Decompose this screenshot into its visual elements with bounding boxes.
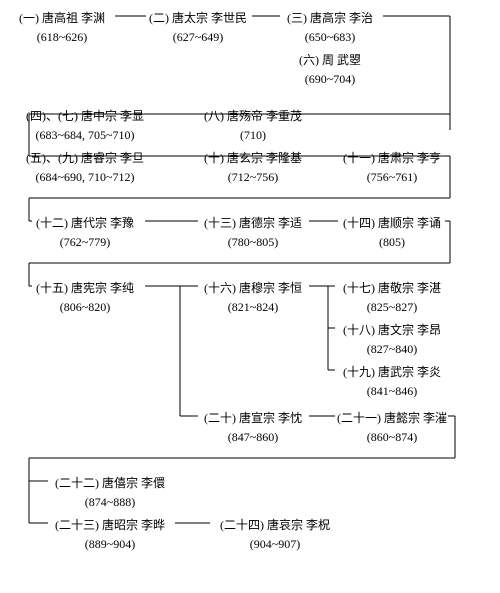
node-n12: (十二) 唐代宗 李豫 (762~779) (36, 215, 134, 251)
node-years: (847~860) (204, 429, 302, 446)
node-label: (二十四) 唐哀宗 李柷 (220, 517, 330, 534)
node-label: (十) 唐玄宗 李隆基 (204, 150, 302, 167)
node-years: (889~904) (55, 536, 165, 553)
node-n19: (十九) 唐武宗 李炎 (841~846) (343, 364, 441, 400)
node-n1: (一) 唐高祖 李渊 (618~626) (19, 10, 105, 46)
node-years: (806~820) (36, 299, 134, 316)
node-years: (618~626) (19, 29, 105, 46)
node-n14: (十四) 唐顺宗 李诵 (805) (343, 215, 441, 251)
node-years: (805) (343, 234, 441, 251)
node-years: (690~704) (299, 71, 361, 88)
node-label: (四)、(七) 唐中宗 李显 (26, 108, 144, 125)
node-n13: (十三) 唐德宗 李适 (780~805) (204, 215, 302, 251)
node-n23: (二十三) 唐昭宗 李晔 (889~904) (55, 517, 165, 553)
node-n24: (二十四) 唐哀宗 李柷 (904~907) (220, 517, 330, 553)
node-n47: (四)、(七) 唐中宗 李显 (683~684, 705~710) (26, 108, 144, 144)
node-years: (756~761) (343, 169, 441, 186)
node-years: (712~756) (204, 169, 302, 186)
node-years: (683~684, 705~710) (26, 127, 144, 144)
node-n6: (六) 周 武曌 (690~704) (299, 52, 361, 88)
node-years: (827~840) (343, 341, 441, 358)
node-n16: (十六) 唐穆宗 李恒 (821~824) (204, 280, 302, 316)
node-label: (十九) 唐武宗 李炎 (343, 364, 441, 381)
node-n17: (十七) 唐敬宗 李湛 (825~827) (343, 280, 441, 316)
node-years: (841~846) (343, 383, 441, 400)
node-label: (十六) 唐穆宗 李恒 (204, 280, 302, 297)
node-n2: (二) 唐太宗 李世民 (627~649) (149, 10, 247, 46)
node-n10: (十) 唐玄宗 李隆基 (712~756) (204, 150, 302, 186)
node-years: (825~827) (343, 299, 441, 316)
node-n21: (二十一) 唐懿宗 李漼 (860~874) (337, 410, 447, 446)
node-label: (二十三) 唐昭宗 李晔 (55, 517, 165, 534)
node-label: (三) 唐高宗 李治 (287, 10, 373, 27)
node-label: (二十一) 唐懿宗 李漼 (337, 410, 447, 427)
node-years: (762~779) (36, 234, 134, 251)
node-label: (五)、(九) 唐睿宗 李旦 (26, 150, 144, 167)
node-label: (六) 周 武曌 (299, 52, 361, 69)
node-label: (十二) 唐代宗 李豫 (36, 215, 134, 232)
node-years: (710) (204, 127, 302, 144)
node-label: (二十二) 唐僖宗 李儇 (55, 475, 165, 492)
node-n8: (八) 唐殇帝 李重茂 (710) (204, 108, 302, 144)
node-label: (十五) 唐宪宗 李纯 (36, 280, 134, 297)
node-years: (874~888) (55, 494, 165, 511)
node-years: (904~907) (220, 536, 330, 553)
node-n59: (五)、(九) 唐睿宗 李旦 (684~690, 710~712) (26, 150, 144, 186)
node-label: (八) 唐殇帝 李重茂 (204, 108, 302, 125)
node-label: (二) 唐太宗 李世民 (149, 10, 247, 27)
node-n18: (十八) 唐文宗 李昂 (827~840) (343, 322, 441, 358)
node-years: (860~874) (337, 429, 447, 446)
node-years: (650~683) (287, 29, 373, 46)
lineage-diagram: (一) 唐高祖 李渊(618~626)(二) 唐太宗 李世民(627~649)(… (0, 0, 500, 593)
node-label: (一) 唐高祖 李渊 (19, 10, 105, 27)
node-label: (二十) 唐宣宗 李忱 (204, 410, 302, 427)
node-years: (684~690, 710~712) (26, 169, 144, 186)
node-label: (十四) 唐顺宗 李诵 (343, 215, 441, 232)
node-label: (十一) 唐肃宗 李亨 (343, 150, 441, 167)
node-n22: (二十二) 唐僖宗 李儇 (874~888) (55, 475, 165, 511)
node-years: (627~649) (149, 29, 247, 46)
node-label: (十七) 唐敬宗 李湛 (343, 280, 441, 297)
node-n11: (十一) 唐肃宗 李亨 (756~761) (343, 150, 441, 186)
node-n3: (三) 唐高宗 李治 (650~683) (287, 10, 373, 46)
node-years: (821~824) (204, 299, 302, 316)
node-years: (780~805) (204, 234, 302, 251)
node-n20: (二十) 唐宣宗 李忱 (847~860) (204, 410, 302, 446)
node-n15: (十五) 唐宪宗 李纯 (806~820) (36, 280, 134, 316)
node-label: (十三) 唐德宗 李适 (204, 215, 302, 232)
node-label: (十八) 唐文宗 李昂 (343, 322, 441, 339)
